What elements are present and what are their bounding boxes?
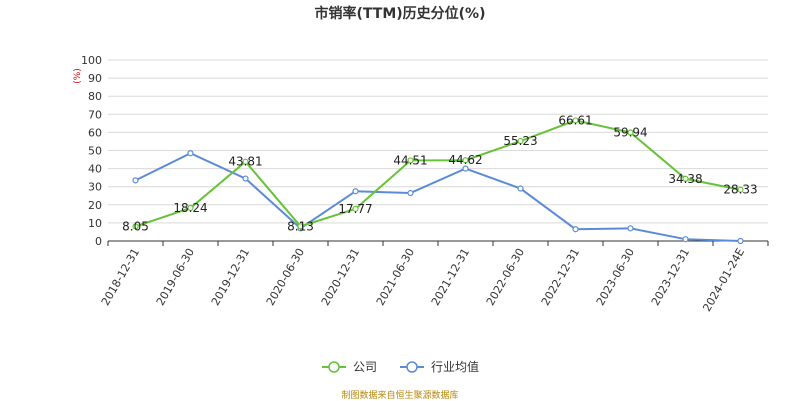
data-label: 8.13 [287,219,314,233]
data-point [627,225,634,232]
data-point [187,204,194,212]
x-tick-label: 2019-06-30 [154,246,197,308]
y-tick-label: 100 [81,54,102,67]
y-tick-label: 30 [88,181,102,194]
y-tick-label: 90 [88,72,102,85]
data-point [407,157,414,164]
chart-title: 市销率(TTM)历史分位(%) [314,6,486,22]
source-note: 制图数据来自恒生聚源数据库 [341,391,459,401]
data-point [352,205,359,212]
y-tick-label: 60 [88,126,102,139]
data-label: 34.38 [668,172,702,186]
y-tick-label: 40 [88,163,102,176]
data-point [737,237,744,245]
series-line [135,119,741,228]
data-label: 55.23 [503,134,537,148]
x-tick-label: 2021-12-31 [429,246,472,308]
data-point [132,177,139,184]
x-tick-label: 2022-06-30 [484,246,527,308]
data-point [242,158,249,165]
data-label: 44.62 [448,153,482,167]
axis-layer: 0 10 20 30 40 50 60 70 80 90 100 2018-12-31 2019-06-… [81,54,769,314]
data-label: 8.05 [122,219,149,233]
series-layer [132,117,744,245]
data-label: 43.81 [228,155,262,169]
data-point [187,150,194,157]
data-label: 18.24 [173,201,207,215]
data-point [517,185,524,192]
legend-label-industry: 行业均值 [431,360,480,374]
y-tick-label: 70 [88,108,102,121]
y-tick-label: 20 [88,199,102,212]
grid-layer [108,59,768,224]
legend-item-industry[interactable]: 行业均值 [399,358,479,375]
x-tick-label: 2021-06-30 [374,246,417,308]
x-tick-label: 2022-12-31 [539,246,582,308]
y-tick-label: 80 [88,90,102,103]
data-point [462,165,469,172]
data-point [407,189,414,197]
legend-line-green-icon [321,360,346,373]
data-point [242,175,249,182]
x-tick-label: 2020-06-30 [264,246,307,308]
data-point [297,223,304,230]
data-point [682,175,689,182]
data-point [462,157,469,164]
data-point [737,186,744,193]
data-label: 28.33 [723,183,757,197]
y-axis-unit: (%) [73,68,83,84]
x-tick-label: 2023-06-30 [594,246,637,308]
x-tick-label: 2024-01-24E [700,246,747,314]
data-label: 44.51 [393,153,427,167]
y-tick-label: 50 [88,145,102,158]
data-label: 59.94 [613,126,647,140]
y-tick-label: 0 [95,235,102,248]
x-tick-label: 2023-12-31 [649,246,692,308]
y-tick-label: 10 [88,217,102,230]
data-point [352,188,359,195]
x-tick-label: 2020-12-31 [319,246,362,308]
x-tick-label: 2019-12-31 [209,246,252,308]
data-point [627,129,634,136]
legend: 公司 行业均值 [0,358,800,375]
series-line [135,152,741,242]
data-label: 17.77 [338,202,372,216]
data-point [517,137,524,145]
data-point [682,236,689,243]
legend-line-blue-icon [400,360,424,373]
legend-item-company[interactable]: 公司 [321,358,377,375]
data-point [572,226,579,233]
data-label-layer: 8.05 18.24 43.81 8.13 17.77 44.51 44.62 55.23 66… [122,113,758,233]
data-label: 66.61 [558,113,592,127]
data-point [132,223,139,230]
x-tick-label: 2018-12-31 [99,246,142,308]
data-point [572,117,579,124]
legend-label-company: 公司 [352,360,377,374]
